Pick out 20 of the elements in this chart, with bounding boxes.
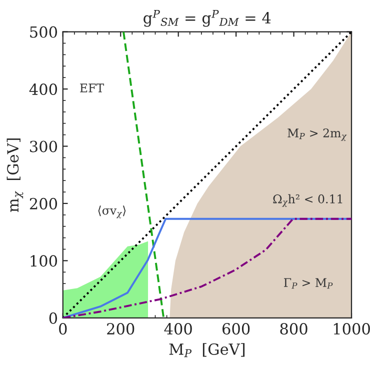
annotation: Ω$_{χ}$h² < 0.11	[273, 194, 342, 207]
y-tick-label: 400	[29, 83, 58, 96]
y-tick-label: 100	[30, 255, 58, 267]
x-tick-label: 800	[280, 323, 308, 335]
x-tick-label: 600	[222, 323, 250, 335]
y-tick-label: 300	[30, 140, 58, 152]
chart-title: g$^{P}$$_{SM}$ = g$^{P}$$_{DM}$ = 4	[144, 10, 271, 27]
x-tick-label: 0	[59, 323, 67, 335]
y-tick-label: 500	[30, 26, 58, 38]
x-axis-title: M$_{P}$ [GeV]	[169, 343, 245, 358]
y-tick-label: 200	[30, 198, 58, 210]
annotation: M$_{P}$ > 2m$_{χ}$	[288, 128, 347, 141]
x-tick-label: 200	[107, 323, 134, 335]
y-tick-label: 0	[49, 312, 58, 324]
annotation: ⟨σv$_{χ}$⟩	[98, 206, 126, 218]
annotation: Γ$_{P}$ > M$_{P}$	[284, 278, 333, 289]
y-axis-title: m$_{χ}$ [GeV]	[6, 138, 24, 212]
x-tick-label: 400	[164, 323, 192, 335]
x-tick-label: 1000	[334, 323, 370, 335]
annotation: EFT	[80, 84, 104, 92]
